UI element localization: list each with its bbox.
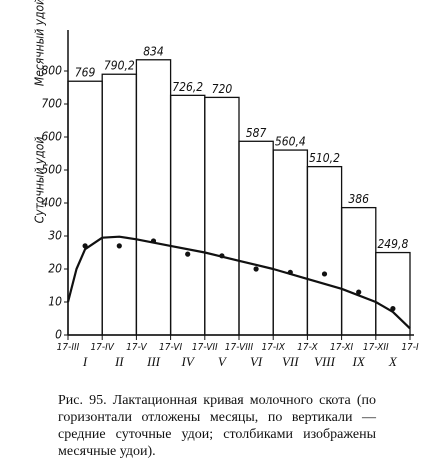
x-tick-label: 17-III xyxy=(57,342,80,353)
y2-tick-label: 0 xyxy=(55,328,62,342)
value-label: 720 xyxy=(212,82,233,96)
bar xyxy=(238,140,274,336)
y-tick-label: 700 xyxy=(41,97,62,111)
x-tick-label: 17-IX xyxy=(261,342,285,353)
daily-point xyxy=(82,243,88,249)
daily-point xyxy=(321,271,328,277)
value-label: 560,4 xyxy=(275,135,306,149)
x-tick-label: 17-IV xyxy=(90,342,114,353)
x-tick-label: 17-XI xyxy=(330,342,353,353)
y2-tick-label: 20 xyxy=(48,262,62,276)
y2-tick-label: 10 xyxy=(48,295,62,309)
category-label: IX xyxy=(352,354,366,369)
x-tick-label: 17-XII xyxy=(363,342,389,353)
x-tick-label: 17-VI xyxy=(159,342,182,353)
bar xyxy=(67,80,103,336)
value-label: 587 xyxy=(246,126,267,140)
category-label: II xyxy=(114,354,124,369)
caption: Рис. 95. Лактационная кривая молочного с… xyxy=(58,393,376,459)
category-label: IV xyxy=(181,354,196,369)
bar xyxy=(375,251,411,336)
x-tick-label: 17-V xyxy=(126,342,147,353)
y-tick-label: 500 xyxy=(41,163,62,177)
y-tick-label: 600 xyxy=(41,130,62,144)
y-tick-label: 800 xyxy=(41,64,62,78)
x-tick-label: 17-X xyxy=(297,342,318,353)
x-tick-label: 17-VIII xyxy=(225,342,254,353)
value-label: 769 xyxy=(75,66,96,80)
value-label: 510,2 xyxy=(309,151,340,165)
bar xyxy=(340,206,377,336)
category-label: VIII xyxy=(314,354,336,369)
category-label: I xyxy=(82,354,88,369)
chart: Месячный удой Суточный удой 400 500 600 700… xyxy=(33,0,420,369)
daily-curve xyxy=(66,235,411,330)
daily-point xyxy=(116,243,122,249)
daily-point xyxy=(253,266,259,272)
bar xyxy=(272,149,309,336)
bar xyxy=(101,73,138,336)
bar xyxy=(135,59,172,336)
category-label: VII xyxy=(282,354,299,369)
x-tick-label: 17-I xyxy=(401,342,419,353)
value-label: 386 xyxy=(348,192,369,206)
value-label: 834 xyxy=(143,44,164,58)
daily-point xyxy=(219,253,225,259)
category-label: V xyxy=(218,354,228,369)
category-label: III xyxy=(146,354,161,369)
daily-point xyxy=(390,306,396,312)
category-label: X xyxy=(388,354,398,369)
bar xyxy=(204,96,240,336)
daily-point xyxy=(185,251,191,257)
x-tick-label: 17-VII xyxy=(192,342,218,353)
y2-tick-label: 30 xyxy=(48,229,62,243)
bar xyxy=(169,94,206,336)
daily-point xyxy=(356,289,362,295)
y-tick-label: 400 xyxy=(41,196,62,210)
value-label: 249,8 xyxy=(377,237,408,251)
value-label: 726,2 xyxy=(172,80,203,94)
y-axis-label: Месячный удой xyxy=(33,0,47,86)
bar xyxy=(306,165,343,336)
y2-axis-label: Суточный удой xyxy=(33,137,47,224)
category-label: VI xyxy=(250,354,263,369)
value-label: 790,2 xyxy=(104,59,135,73)
daily-point xyxy=(287,269,293,275)
daily-point xyxy=(150,238,157,244)
